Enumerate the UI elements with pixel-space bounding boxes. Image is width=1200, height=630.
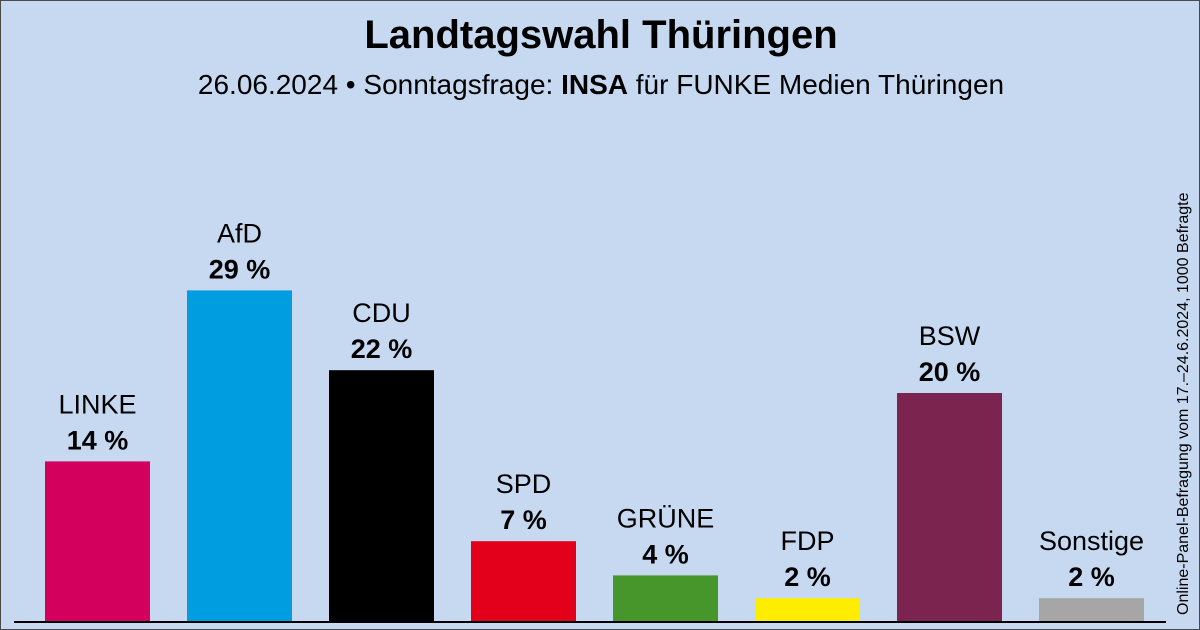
category-label-sonstige: Sonstige [1039, 526, 1144, 556]
value-label-afd: 29 % [209, 254, 271, 284]
chart-title: Landtagswahl Thüringen [364, 13, 838, 57]
bar-cdu [329, 370, 434, 621]
chart-subtitle: 26.06.2024 • Sonntagsfrage: INSA für FUN… [1, 69, 1200, 101]
category-label-linke: LINKE [58, 389, 136, 419]
value-label-fdp: 2 % [784, 562, 831, 592]
value-label-gruene: 4 % [642, 539, 689, 569]
bar-linke [45, 461, 150, 621]
value-label-spd: 7 % [500, 505, 547, 535]
category-label-gruene: GRÜNE [617, 503, 715, 533]
value-label-sonstige: 2 % [1068, 562, 1115, 592]
category-label-cdu: CDU [352, 298, 411, 328]
category-label-spd: SPD [496, 469, 552, 499]
value-label-cdu: 22 % [351, 334, 413, 364]
bar-sonstige [1039, 598, 1144, 621]
value-label-bsw: 20 % [919, 357, 981, 387]
subtitle-institute: INSA [561, 69, 628, 100]
category-label-bsw: BSW [919, 321, 981, 351]
bar-spd [471, 541, 576, 621]
subtitle-client-text: für FUNKE Medien Thüringen [628, 69, 1005, 100]
value-label-linke: 14 % [67, 425, 129, 455]
category-label-afd: AfD [217, 218, 262, 248]
bar-fdp [755, 598, 860, 621]
bar-bsw [897, 393, 1002, 621]
bar-afd [187, 290, 292, 621]
category-label-fdp: FDP [781, 526, 835, 556]
bar-gruene [613, 575, 718, 621]
subtitle-date-text: 26.06.2024 • Sonntagsfrage: [197, 69, 562, 100]
